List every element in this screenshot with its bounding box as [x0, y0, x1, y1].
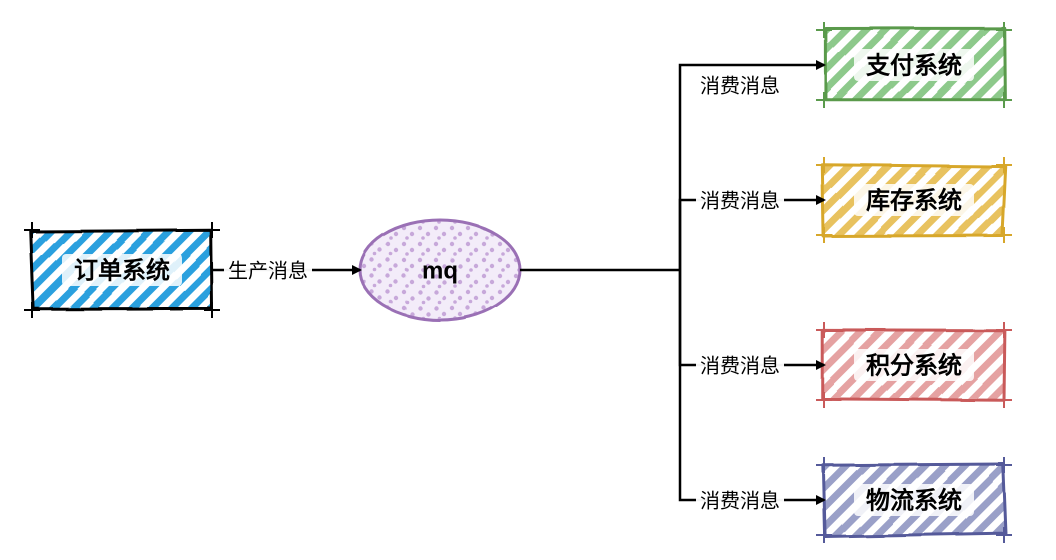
node-label-stock: 库存系统: [866, 186, 962, 214]
node-payment: 支付系统: [816, 22, 1012, 108]
node-stock: 库存系统: [816, 157, 1012, 243]
node-label-logistics: 物流系统: [866, 486, 962, 514]
node-order: 订单系统: [24, 222, 220, 318]
edge-label-to_payment: 消费消息: [700, 74, 780, 97]
edge-label-to_logistics: 消费消息: [700, 489, 780, 512]
edge-to_points: [680, 270, 824, 365]
node-label-order: 订单系统: [74, 256, 170, 284]
edge-label-to_stock: 消费消息: [700, 189, 780, 212]
node-label-mq: mq: [422, 257, 458, 284]
node-points: 积分系统: [816, 322, 1012, 408]
edge-label-produce: 生产消息: [228, 259, 308, 282]
node-label-payment: 支付系统: [866, 51, 962, 79]
node-logistics: 物流系统: [816, 457, 1012, 543]
node-label-points: 积分系统: [866, 351, 962, 379]
edge-to_logistics: [680, 270, 824, 500]
diagram-canvas: 订单系统mq支付系统库存系统积分系统物流系统生产消息消费消息消费消息消费消息消费…: [0, 0, 1056, 560]
node-mq: mq: [360, 220, 520, 320]
edge-label-to_points: 消费消息: [700, 354, 780, 377]
